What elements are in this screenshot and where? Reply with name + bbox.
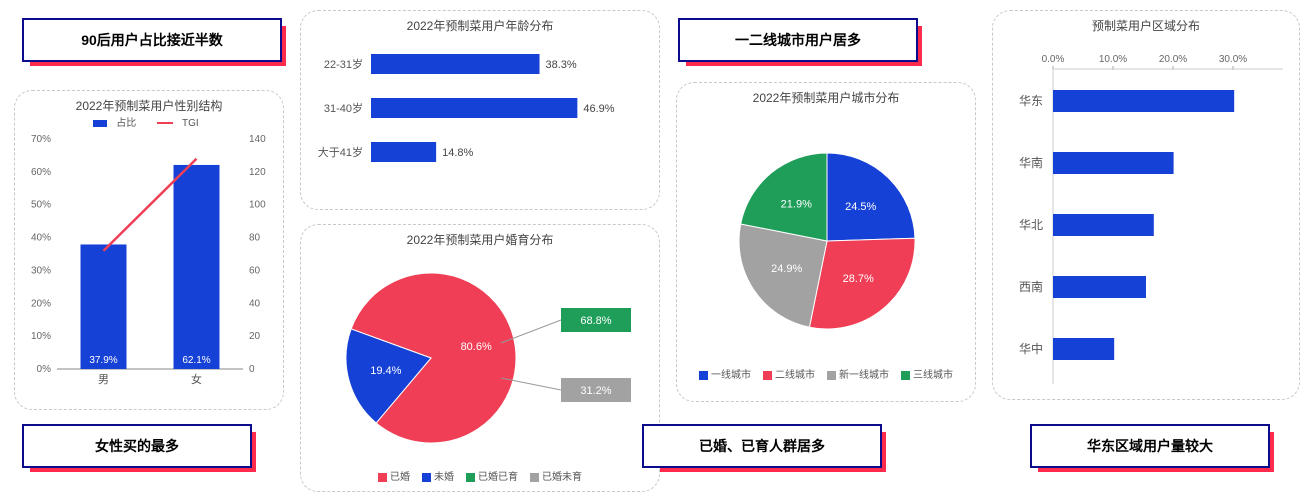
region-chart: 0.0% 10.0% 20.0% 30.0% 华东华南华北西南华中 (993, 34, 1301, 392)
dashboard: 90后用户占比接近半数 一二线城市用户居多 2022年预制菜用户性别结构 占比 … (10, 10, 1305, 494)
svg-text:60: 60 (249, 265, 261, 276)
legend-line: TGI (182, 118, 199, 129)
callout-90s: 90后用户占比接近半数 (22, 18, 282, 62)
svg-text:31-40岁: 31-40岁 (324, 101, 363, 115)
svg-text:100: 100 (249, 200, 266, 211)
panel-region: 预制菜用户区域分布 0.0% 10.0% 20.0% 30.0% 华东华南华北西南华中 (992, 10, 1300, 400)
svg-text:46.9%: 46.9% (583, 103, 614, 115)
age-chart: 22-31岁 38.3% 31-40岁 46.9% 大于41岁 14.8% (301, 34, 661, 204)
svg-text:37.9%: 37.9% (89, 355, 117, 366)
callout-region: 华东区域用户量较大 (1030, 424, 1270, 468)
city-legend: 一线城市二线城市新一线城市三线城市 (677, 366, 975, 381)
callout-female: 女性买的最多 (22, 424, 252, 468)
svg-text:10%: 10% (31, 331, 51, 342)
age-title: 2022年预制菜用户年龄分布 (301, 11, 659, 34)
svg-text:140: 140 (249, 134, 266, 145)
city-chart: 24.5% 28.7% 24.9% 21.9% (677, 106, 977, 366)
svg-text:女: 女 (191, 372, 202, 386)
panel-marital: 2022年预制菜用户婚育分布 80.6% 19.4% 68.8% 31.2% 已婚未婚… (300, 224, 660, 492)
svg-text:80.6%: 80.6% (461, 341, 492, 353)
svg-text:大于41岁: 大于41岁 (318, 145, 363, 159)
panel-gender: 2022年预制菜用户性别结构 占比 TGI 0% 10% 20% 30% 40% 50% 6… (14, 90, 284, 410)
svg-text:30%: 30% (31, 265, 51, 276)
svg-text:60%: 60% (31, 167, 51, 178)
panel-city: 2022年预制菜用户城市分布 24.5% 28.7% 24.9% 21.9% 一线城市… (676, 82, 976, 402)
svg-text:华南: 华南 (1019, 155, 1043, 170)
svg-text:70%: 70% (31, 134, 51, 145)
svg-text:华东: 华东 (1019, 94, 1043, 108)
svg-text:20%: 20% (31, 298, 51, 309)
legend-bar: 占比 (116, 118, 136, 129)
svg-text:0: 0 (249, 364, 255, 375)
svg-text:0%: 0% (37, 364, 52, 375)
gender-legend: 占比 TGI (15, 114, 283, 129)
svg-text:30.0%: 30.0% (1219, 54, 1247, 65)
marital-chart: 80.6% 19.4% 68.8% 31.2% (301, 248, 661, 468)
svg-text:40%: 40% (31, 233, 51, 244)
panel-age: 2022年预制菜用户年龄分布 22-31岁 38.3% 31-40岁 46.9% 大于4… (300, 10, 660, 210)
svg-text:68.8%: 68.8% (580, 315, 611, 327)
svg-text:40: 40 (249, 298, 261, 309)
svg-text:男: 男 (98, 374, 109, 386)
svg-text:华北: 华北 (1019, 218, 1043, 232)
svg-text:22-31岁: 22-31岁 (324, 57, 363, 71)
city-title: 2022年预制菜用户城市分布 (677, 83, 975, 106)
svg-text:24.5%: 24.5% (845, 201, 876, 213)
svg-text:28.7%: 28.7% (843, 273, 874, 285)
svg-text:0.0%: 0.0% (1042, 54, 1065, 65)
region-title: 预制菜用户区域分布 (993, 11, 1299, 34)
svg-text:80: 80 (249, 233, 261, 244)
svg-text:31.2%: 31.2% (580, 385, 611, 397)
gender-chart: 0% 10% 20% 30% 40% 50% 60% 70% 0 20 40 60 80 100 120 14… (15, 129, 285, 399)
callout-married: 已婚、已育人群居多 (642, 424, 882, 468)
svg-text:20.0%: 20.0% (1159, 54, 1187, 65)
svg-text:38.3%: 38.3% (546, 59, 577, 71)
svg-text:21.9%: 21.9% (781, 199, 812, 211)
svg-text:50%: 50% (31, 200, 51, 211)
svg-text:120: 120 (249, 167, 266, 178)
svg-text:20: 20 (249, 331, 261, 342)
svg-text:14.8%: 14.8% (442, 147, 473, 159)
svg-text:10.0%: 10.0% (1099, 54, 1127, 65)
callout-city: 一二线城市用户居多 (678, 18, 918, 62)
gender-title: 2022年预制菜用户性别结构 (15, 91, 283, 114)
svg-text:华中: 华中 (1019, 341, 1043, 356)
svg-text:24.9%: 24.9% (771, 263, 802, 275)
svg-text:19.4%: 19.4% (370, 365, 401, 377)
svg-text:62.1%: 62.1% (182, 355, 210, 366)
marital-legend: 已婚未婚已婚已育已婚未育 (301, 468, 659, 483)
svg-text:西南: 西南 (1019, 279, 1043, 294)
marital-title: 2022年预制菜用户婚育分布 (301, 225, 659, 248)
